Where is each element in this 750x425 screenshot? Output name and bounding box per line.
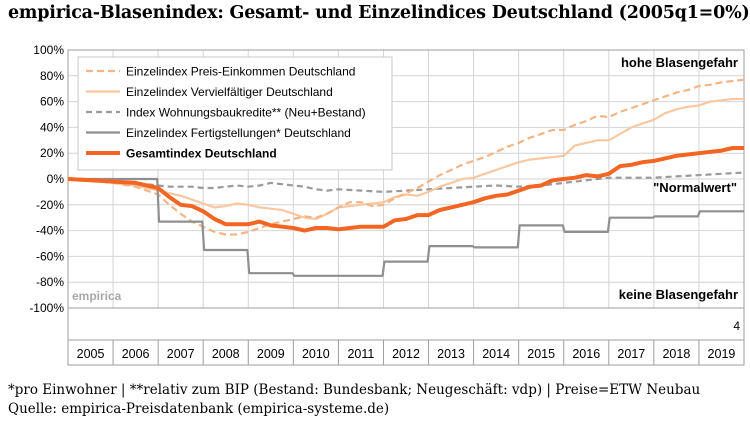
x-tick-label: 2014	[482, 347, 510, 361]
watermark-empirica: empirica	[72, 289, 122, 303]
footnote-line-1: *pro Einwohner | **relativ zum BIP (Best…	[8, 382, 701, 398]
series-wohnungsbaukredite	[67, 171, 745, 193]
y-tick-label: 100%	[33, 43, 64, 57]
plot-frame	[67, 49, 745, 366]
annotation-normalwert: "Normalwert"	[653, 180, 737, 195]
series-preis-einkommen	[67, 78, 745, 236]
y-tick-label: -100%	[29, 301, 64, 315]
x-tick-label: 2008	[212, 347, 240, 361]
x-tick-label: 2010	[302, 347, 330, 361]
y-tick-label: 20%	[40, 146, 64, 160]
series-gesamtindex	[67, 146, 744, 233]
legend: Einzelindex Preis-Einkommen Deutschland E…	[77, 56, 393, 171]
y-tick-label: -40%	[36, 224, 64, 238]
y-tick-label: 40%	[40, 120, 64, 134]
y-tick-label: -80%	[36, 275, 64, 289]
footnote-line-2: Quelle: empirica-Preisdatenbank (empiric…	[8, 401, 390, 417]
x-tick-label: 2011	[347, 347, 374, 361]
series-fertigstellungen	[68, 177, 744, 277]
annotation-keine-blasengefahr: keine Blasengefahr	[619, 287, 738, 302]
y-tick-label: -60%	[36, 249, 64, 263]
legend-box	[77, 56, 393, 171]
corner-number: 4	[733, 319, 740, 333]
x-tick-label: 2015	[527, 347, 555, 361]
legend-label: Index Wohnungsbaukredite** (Neu+Bestand)	[126, 106, 366, 120]
y-tick-label: -20%	[36, 198, 64, 212]
y-tick-label: 80%	[40, 69, 64, 83]
x-tick-label: 2013	[437, 347, 465, 361]
y-tick-label: 60%	[40, 95, 64, 109]
x-tick-label: 2006	[122, 347, 150, 361]
legend-label: Einzelindex Preis-Einkommen Deutschland	[126, 65, 355, 79]
legend-label: Gesamtindex Deutschland	[126, 147, 277, 161]
x-tick-label: 2007	[167, 347, 195, 361]
legend-label: Einzelindex Vervielfältiger Deutschland	[126, 85, 333, 99]
series-vervielfaeltiger	[67, 97, 744, 221]
x-tick-label: 2005	[77, 347, 105, 361]
annotation-hohe-blasengefahr: hohe Blasengefahr	[621, 55, 738, 70]
x-tick-label: 2009	[257, 347, 285, 361]
x-tick-label: 2018	[662, 347, 690, 361]
x-tick-label: 2016	[572, 347, 600, 361]
legend-label: Einzelindex Fertigstellungen* Deutschlan…	[126, 126, 351, 140]
x-tick-label: 2012	[392, 347, 420, 361]
x-tick-label: 2017	[617, 347, 645, 361]
y-tick-label: 0%	[47, 172, 65, 186]
x-tick-label: 2019	[708, 347, 736, 361]
chart-title: empirica-Blasenindex: Gesamt- und Einzel…	[8, 3, 750, 23]
